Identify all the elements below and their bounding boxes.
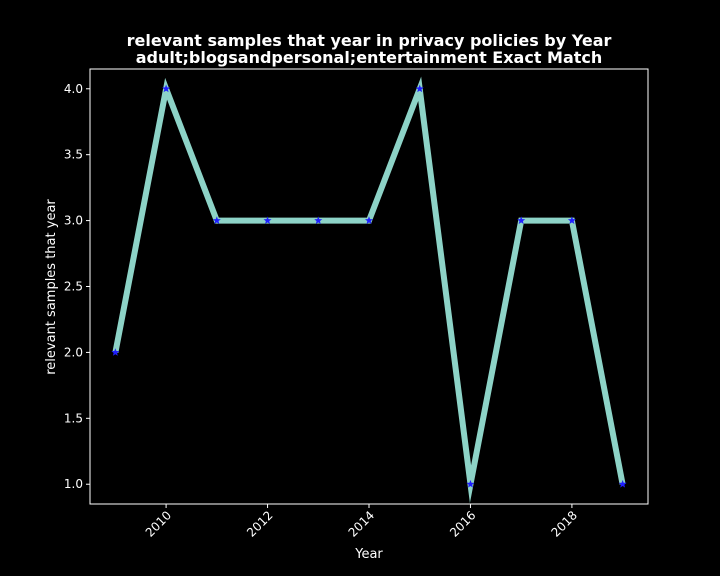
chart-subtitle: adult;blogsandpersonal;entertainment Exa… — [136, 48, 603, 67]
data-point-marker — [517, 216, 526, 224]
y-tick-label: 2.0 — [64, 345, 83, 359]
y-tick-label: 2.5 — [64, 280, 83, 294]
data-point-marker — [415, 84, 424, 93]
y-tick-label: 1.0 — [64, 477, 83, 491]
y-tick-label: 4.0 — [64, 82, 83, 96]
data-point-marker — [162, 84, 171, 93]
y-tick-label: 3.0 — [64, 214, 83, 228]
y-axis-ticks: 1.0 1.5 2.0 2.5 3.0 3.5 4.0 — [64, 82, 90, 491]
data-point-marker — [618, 480, 627, 488]
data-point-marker — [263, 216, 272, 224]
data-point-marker — [365, 216, 373, 224]
data-point-marker — [111, 348, 120, 356]
y-tick-label: 1.5 — [64, 411, 83, 425]
data-point-marker — [466, 480, 475, 488]
y-tick-label: 3.5 — [64, 148, 83, 162]
chart-title: relevant samples that year in privacy po… — [127, 31, 612, 50]
data-point-marker — [567, 216, 576, 224]
data-point-marker — [212, 216, 221, 224]
x-axis-label: Year — [354, 547, 383, 562]
data-point-marker — [314, 216, 323, 224]
y-axis-label: relevant samples that year — [44, 199, 59, 375]
